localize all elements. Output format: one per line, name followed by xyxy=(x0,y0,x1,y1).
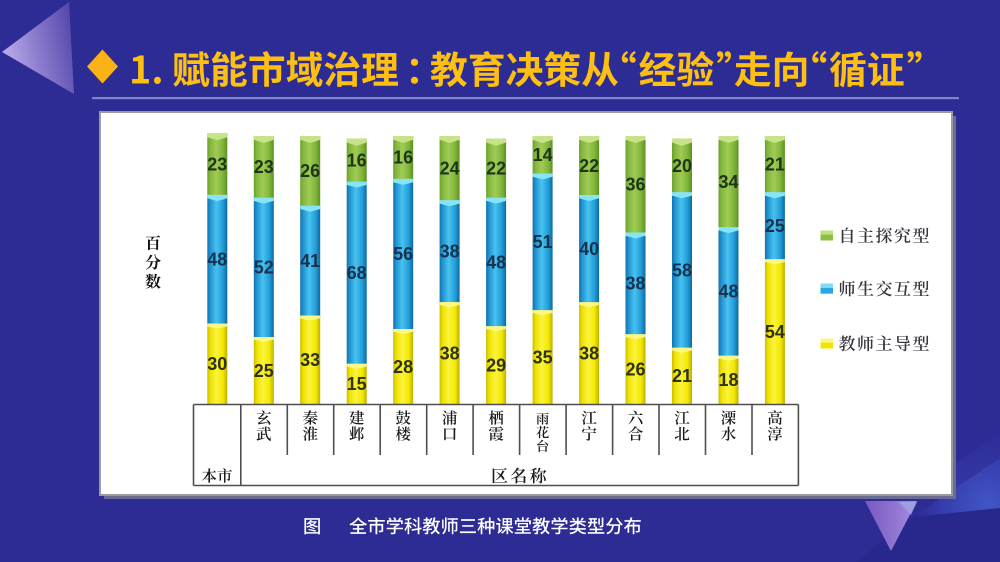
svg-text:38: 38 xyxy=(440,343,460,363)
svg-text:54: 54 xyxy=(765,322,785,342)
svg-text:38: 38 xyxy=(579,343,599,363)
svg-text:51: 51 xyxy=(533,232,553,252)
svg-text:23: 23 xyxy=(207,154,227,174)
svg-text:40: 40 xyxy=(579,239,599,259)
svg-text:38: 38 xyxy=(625,274,645,294)
svg-text:21: 21 xyxy=(672,366,692,386)
svg-text:48: 48 xyxy=(486,252,506,272)
svg-text:25: 25 xyxy=(254,361,274,381)
svg-text:28: 28 xyxy=(393,357,413,377)
svg-text:26: 26 xyxy=(625,360,645,380)
svg-text:34: 34 xyxy=(718,172,738,192)
svg-text:58: 58 xyxy=(672,260,692,280)
svg-text:36: 36 xyxy=(625,175,645,195)
svg-text:48: 48 xyxy=(207,250,227,270)
svg-text:16: 16 xyxy=(393,148,413,168)
svg-text:21: 21 xyxy=(765,154,785,174)
svg-text:23: 23 xyxy=(254,157,274,177)
svg-text:14: 14 xyxy=(533,145,553,165)
svg-text:29: 29 xyxy=(486,355,506,375)
svg-text:35: 35 xyxy=(533,347,553,367)
svg-text:30: 30 xyxy=(207,354,227,374)
svg-text:26: 26 xyxy=(300,161,320,181)
svg-text:22: 22 xyxy=(579,156,599,176)
svg-text:22: 22 xyxy=(486,159,506,179)
svg-text:48: 48 xyxy=(718,282,738,302)
svg-text:33: 33 xyxy=(300,350,320,370)
svg-text:56: 56 xyxy=(393,244,413,264)
svg-text:16: 16 xyxy=(347,150,367,170)
svg-text:20: 20 xyxy=(672,156,692,176)
svg-text:25: 25 xyxy=(765,216,785,236)
svg-text:24: 24 xyxy=(440,159,460,179)
svg-text:18: 18 xyxy=(718,370,738,390)
svg-text:68: 68 xyxy=(347,263,367,283)
svg-text:15: 15 xyxy=(347,374,367,394)
svg-text:38: 38 xyxy=(440,242,460,262)
svg-text:52: 52 xyxy=(254,258,274,278)
svg-text:41: 41 xyxy=(300,251,320,271)
